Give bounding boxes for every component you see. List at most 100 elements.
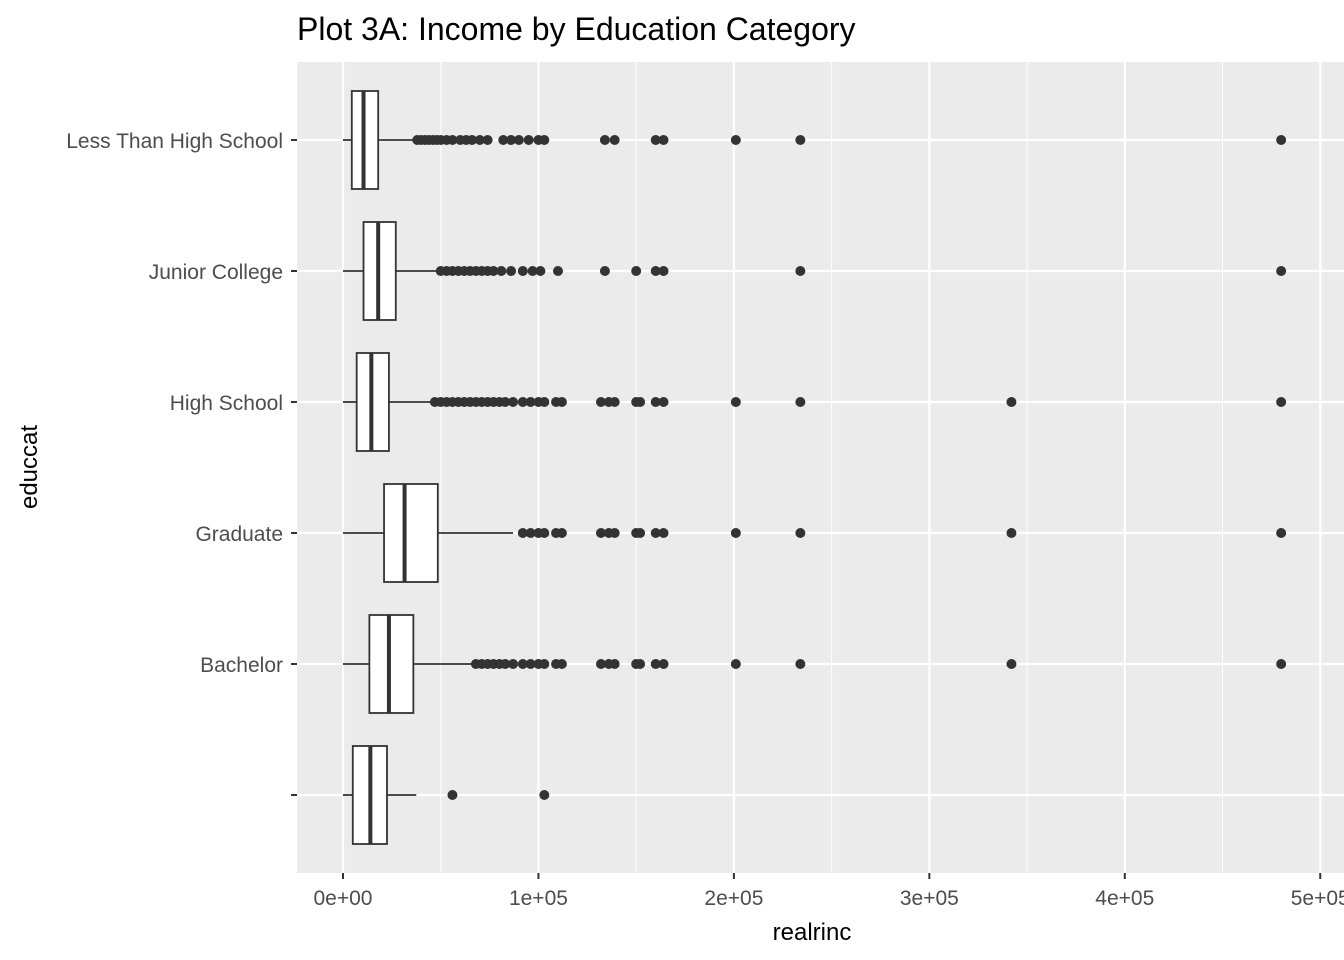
outlier-point [1006,397,1017,407]
x-tick-label: 2e+05 [704,887,763,910]
outlier-point [447,790,458,800]
outlier-point [539,659,550,669]
outlier-point [635,659,646,669]
outlier-point [650,528,661,538]
outlier-point [1276,135,1287,145]
outlier-point [795,659,806,669]
outlier-point [609,659,620,669]
outlier-point [635,397,646,407]
outlier-point [513,135,524,145]
outlier-point [517,659,528,669]
box-group [343,745,550,845]
box-group [343,352,1287,452]
x-tick-label: 4e+05 [1095,887,1154,910]
outlier-point [506,266,517,276]
outlier-point [1276,528,1287,538]
outlier-point [525,528,536,538]
outlier-point [496,266,507,276]
outlier-point [658,135,669,145]
outlier-point [482,135,493,145]
outlier-point [658,528,669,538]
outlier-point [474,135,485,145]
outlier-point [517,528,528,538]
outlier-point [658,397,669,407]
outlier-point [795,266,806,276]
outlier-point [466,135,477,145]
outlier-point [595,528,606,538]
outlier-point [599,266,610,276]
y-axis-title: educcat [16,425,43,509]
outlier-point [517,266,528,276]
outlier-point [1276,397,1287,407]
outlier-point [595,659,606,669]
outlier-point [527,266,538,276]
outlier-point [552,266,563,276]
outlier-point [508,659,519,669]
outlier-point [525,397,536,407]
box-iqr [383,483,439,583]
outlier-point [1006,659,1017,669]
outlier-point [500,659,511,669]
outlier-point [730,135,741,145]
outlier-point [599,135,610,145]
outlier-point [1006,528,1017,538]
box-group [343,221,1287,321]
x-axis-title: realrinc [773,919,852,946]
outlier-point [1276,659,1287,669]
outlier-point [500,397,511,407]
outlier-point [795,135,806,145]
outlier-point [539,790,550,800]
outlier-point [595,397,606,407]
y-tick-label: Graduate [195,523,283,546]
outlier-point [609,397,620,407]
plot-panel [297,62,1344,873]
outlier-point [650,266,661,276]
outlier-point [1276,266,1287,276]
outlier-point [517,397,528,407]
outlier-point [498,135,509,145]
x-tick-label: 0e+00 [314,887,373,910]
outlier-point [556,528,567,538]
outlier-point [795,528,806,538]
outlier-point [556,397,567,407]
y-tick-label: High School [170,392,283,415]
x-tick-label: 3e+05 [900,887,959,910]
boxes [343,90,1287,845]
outlier-point [525,659,536,669]
y-tick-label: Junior College [149,261,283,284]
outlier-point [730,397,741,407]
outlier-point [523,135,534,145]
outlier-point [609,528,620,538]
outlier-point [539,397,550,407]
outlier-point [447,135,458,145]
outlier-point [658,659,669,669]
outlier-point [508,397,519,407]
x-tick-label: 5e+05 [1291,887,1344,910]
outlier-point [730,528,741,538]
outlier-point [631,266,642,276]
chart-title: Plot 3A: Income by Education Category [297,11,856,47]
outlier-point [658,266,669,276]
box-iqr [368,614,415,714]
outlier-point [795,397,806,407]
box-group [343,614,1287,714]
box-group [343,483,1287,583]
outlier-point [609,135,620,145]
y-tick-label: Less Than High School [66,130,283,153]
outlier-point [535,266,546,276]
outlier-point [730,659,741,669]
outlier-point [539,135,550,145]
outlier-point [506,135,517,145]
box-group [343,90,1287,190]
y-tick-label: Bachelor [200,654,283,677]
outlier-point [635,528,646,538]
outlier-point [488,266,499,276]
outlier-point [650,659,661,669]
axes: 0e+00 1e+05 2e+05 3e+05 4e+05 5e+05 Less Than … [66,130,1344,910]
outlier-point [556,659,567,669]
x-tick-label: 1e+05 [509,887,568,910]
outlier-point [539,528,550,538]
outlier-point [650,135,661,145]
outlier-point [650,397,661,407]
